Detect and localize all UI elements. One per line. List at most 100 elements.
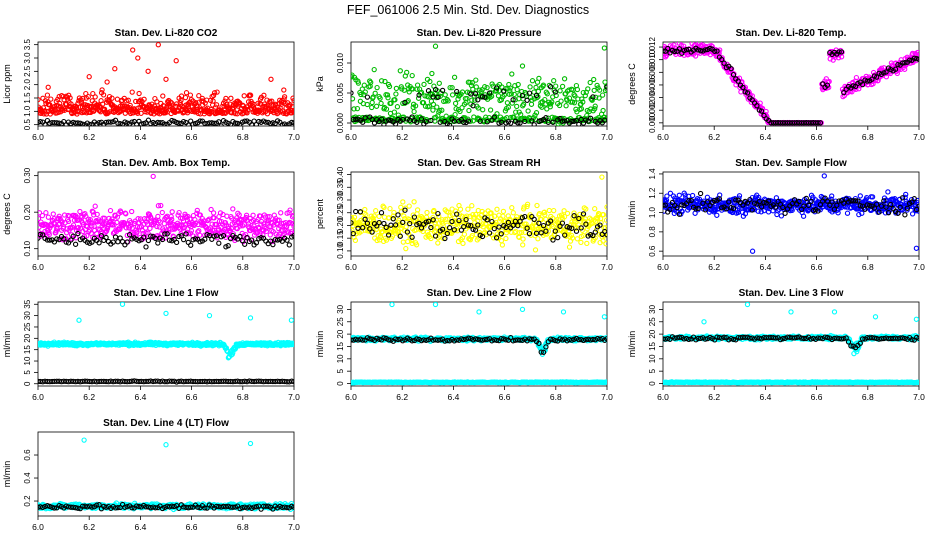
- data-point: [381, 204, 387, 211]
- reference-point: [543, 115, 549, 121]
- reference-point: [176, 233, 182, 240]
- y-tick-label: 0.004: [648, 87, 657, 108]
- data-point: [514, 86, 520, 93]
- reference-point: [914, 56, 919, 62]
- x-tick-label: 6.8: [237, 132, 249, 142]
- reference-point: [437, 119, 443, 125]
- data-point: [99, 87, 105, 93]
- reference-point: [702, 207, 708, 213]
- reference-point: [211, 120, 217, 126]
- reference-point: [841, 200, 847, 206]
- data-point: [829, 193, 835, 199]
- reference-point: [202, 236, 208, 242]
- data-point: [245, 221, 252, 227]
- data-point: [569, 235, 576, 241]
- points-group: [351, 302, 607, 386]
- data-point: [188, 228, 195, 234]
- data-point: [267, 213, 273, 220]
- data-point: [211, 90, 218, 96]
- data-point: [459, 89, 466, 95]
- data-point: [508, 91, 514, 97]
- points-group: [351, 174, 607, 253]
- data-point: [134, 229, 140, 235]
- data-point: [479, 87, 485, 93]
- data-point: [508, 114, 514, 121]
- data-point: [363, 211, 369, 218]
- data-point: [869, 194, 876, 200]
- reference-point: [454, 211, 460, 217]
- reference-point: [782, 210, 788, 216]
- reference-point: [587, 115, 594, 121]
- reference-point: [270, 120, 276, 126]
- data-point: [692, 53, 699, 59]
- reference-point: [517, 218, 523, 224]
- reference-point: [72, 241, 79, 247]
- reference-point: [468, 223, 474, 229]
- points-group: [663, 173, 919, 254]
- data-point: [541, 209, 548, 215]
- data-point: [587, 79, 593, 86]
- data-point: [80, 95, 86, 102]
- reference-point: [416, 92, 422, 98]
- reference-point: [232, 120, 238, 126]
- data-point: [594, 82, 600, 89]
- data-point: [504, 100, 511, 106]
- data-point: [383, 237, 390, 243]
- data-point: [717, 47, 723, 53]
- x-tick-label: 6.8: [237, 262, 249, 272]
- data-point: [403, 224, 409, 230]
- reference-point: [747, 196, 753, 203]
- data-point: [388, 100, 394, 106]
- data-point: [130, 47, 136, 53]
- data-point: [591, 87, 597, 94]
- reference-point: [883, 69, 889, 75]
- y-tick-label: 20: [23, 333, 32, 342]
- y-tick-label: 35: [23, 299, 32, 308]
- reference-point: [400, 219, 406, 226]
- data-point: [241, 93, 247, 99]
- data-point: [473, 77, 479, 83]
- reference-point: [40, 232, 46, 238]
- data-point: [46, 231, 52, 238]
- data-point: [578, 106, 585, 112]
- reference-point: [510, 97, 516, 103]
- x-tick-label: 7.0: [913, 132, 925, 142]
- reference-point: [522, 118, 528, 125]
- reference-point: [838, 49, 845, 55]
- x-tick-label: 7.0: [913, 262, 925, 272]
- reference-point: [538, 230, 544, 236]
- data-point: [475, 105, 481, 111]
- data-point: [758, 209, 764, 215]
- reference-point: [728, 65, 734, 72]
- x-tick-label: 6.0: [345, 132, 357, 142]
- data-point: [169, 209, 175, 215]
- x-tick-label: 6.0: [345, 392, 357, 402]
- data-point: [361, 82, 367, 88]
- data-point: [390, 213, 397, 219]
- reference-point: [543, 228, 549, 234]
- reference-point: [726, 199, 732, 205]
- reference-point: [524, 225, 530, 231]
- reference-point: [178, 233, 184, 239]
- data-point: [519, 229, 525, 236]
- reference-point: [284, 237, 290, 243]
- reference-point: [874, 201, 880, 207]
- data-point: [54, 226, 60, 232]
- x-tick-label: 7.0: [601, 262, 613, 272]
- data-point: [213, 221, 220, 228]
- reference-point: [470, 103, 476, 109]
- reference-point: [604, 231, 607, 238]
- data-point: [559, 83, 566, 90]
- reference-point: [38, 231, 43, 238]
- data-point: [163, 310, 169, 317]
- data-point: [579, 96, 585, 102]
- data-point: [913, 245, 919, 251]
- data-point: [85, 93, 91, 100]
- reference-point: [679, 202, 685, 208]
- reference-point: [719, 56, 725, 63]
- data-point: [571, 210, 577, 216]
- reference-point: [409, 114, 415, 120]
- data-point: [451, 74, 458, 80]
- reference-point: [817, 120, 824, 126]
- data-point: [532, 247, 539, 253]
